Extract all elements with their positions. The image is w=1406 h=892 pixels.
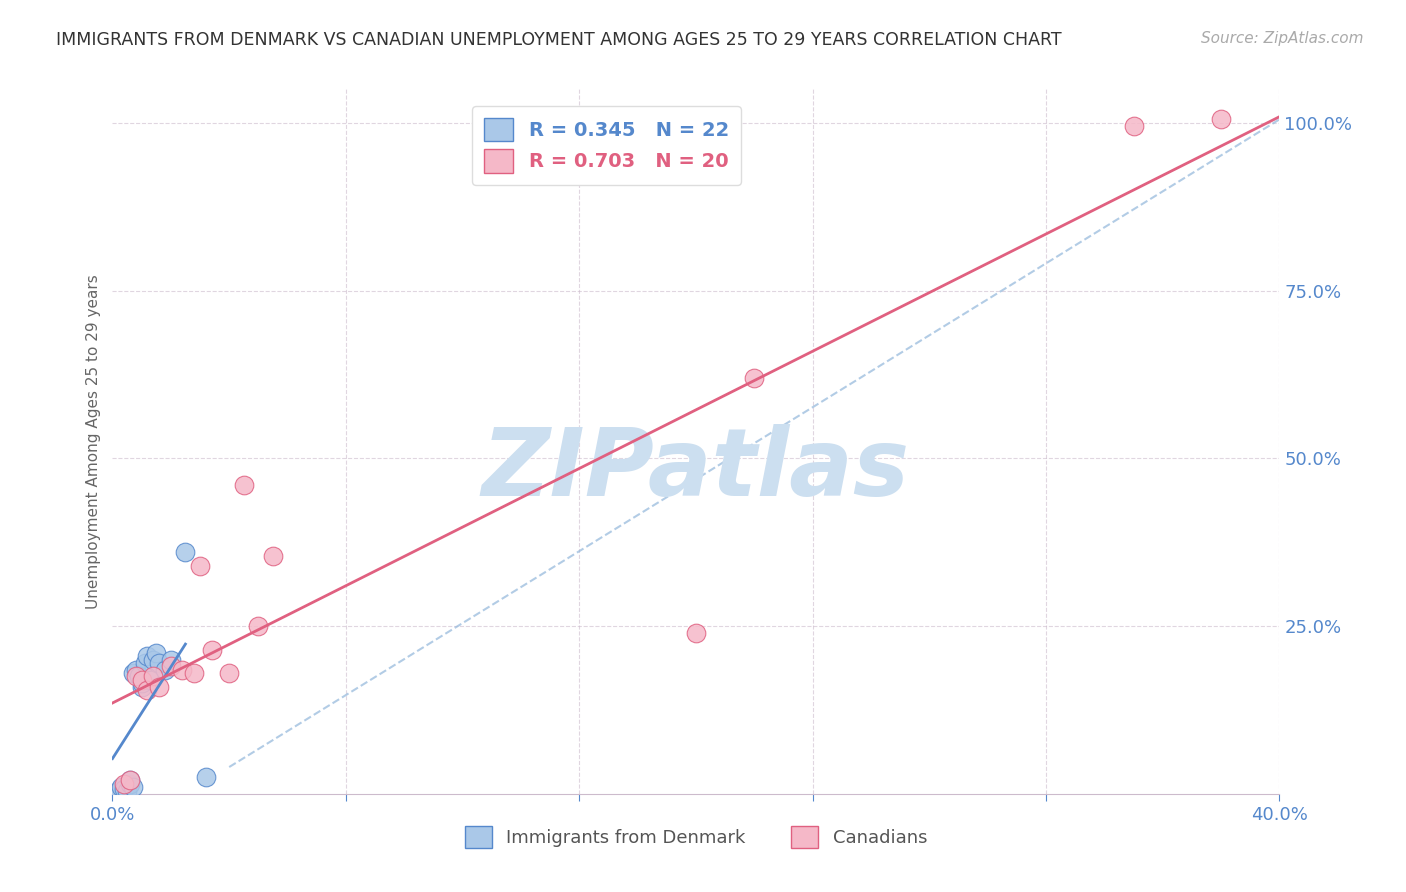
Point [160, 659, 183, 673]
Point [118, 773, 141, 788]
Point [153, 663, 176, 677]
Point [131, 673, 153, 687]
Point [148, 680, 170, 694]
Point [131, 680, 153, 694]
Point [174, 545, 197, 559]
Point [685, 625, 707, 640]
Point [131, 676, 153, 690]
Y-axis label: Unemployment Among Ages 25 to 29 years: Unemployment Among Ages 25 to 29 years [86, 274, 101, 609]
Point [160, 653, 183, 667]
Point [142, 653, 165, 667]
Point [134, 656, 156, 670]
Point [188, 558, 211, 573]
Point [142, 669, 165, 683]
Point [107, 783, 129, 797]
Point [232, 478, 254, 492]
Text: IMMIGRANTS FROM DENMARK VS CANADIAN UNEMPLOYMENT AMONG AGES 25 TO 29 YEARS CORRE: IMMIGRANTS FROM DENMARK VS CANADIAN UNEM… [56, 31, 1062, 49]
Point [148, 656, 170, 670]
Point [139, 673, 162, 687]
Point [110, 780, 132, 794]
Point [218, 666, 240, 681]
Point [1122, 119, 1144, 133]
Point [128, 669, 150, 683]
Point [115, 783, 138, 797]
Point [112, 777, 135, 791]
Point [122, 666, 145, 681]
Point [1209, 112, 1232, 127]
Text: ZIPatlas: ZIPatlas [482, 424, 910, 516]
Legend: Immigrants from Denmark, Canadians: Immigrants from Denmark, Canadians [458, 819, 934, 855]
Point [201, 642, 224, 657]
Point [112, 781, 135, 796]
Point [183, 666, 205, 681]
Point [136, 649, 159, 664]
Point [125, 669, 148, 683]
Point [122, 780, 145, 794]
Point [262, 549, 284, 563]
Text: Source: ZipAtlas.com: Source: ZipAtlas.com [1201, 31, 1364, 46]
Point [118, 777, 141, 791]
Point [136, 682, 159, 697]
Point [125, 663, 148, 677]
Point [742, 371, 765, 385]
Point [145, 646, 167, 660]
Point [172, 663, 194, 677]
Point [194, 770, 217, 784]
Point [247, 619, 270, 633]
Point [118, 773, 141, 788]
